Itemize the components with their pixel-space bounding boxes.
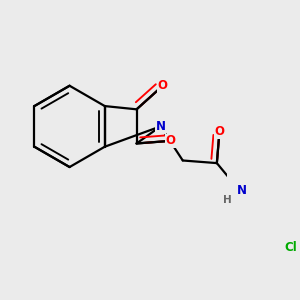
Text: O: O [158, 79, 168, 92]
Text: O: O [214, 125, 224, 138]
Text: H: H [223, 195, 232, 205]
Text: N: N [155, 120, 166, 133]
Text: O: O [166, 134, 176, 147]
Text: N: N [237, 184, 247, 197]
Text: Cl: Cl [284, 241, 297, 254]
